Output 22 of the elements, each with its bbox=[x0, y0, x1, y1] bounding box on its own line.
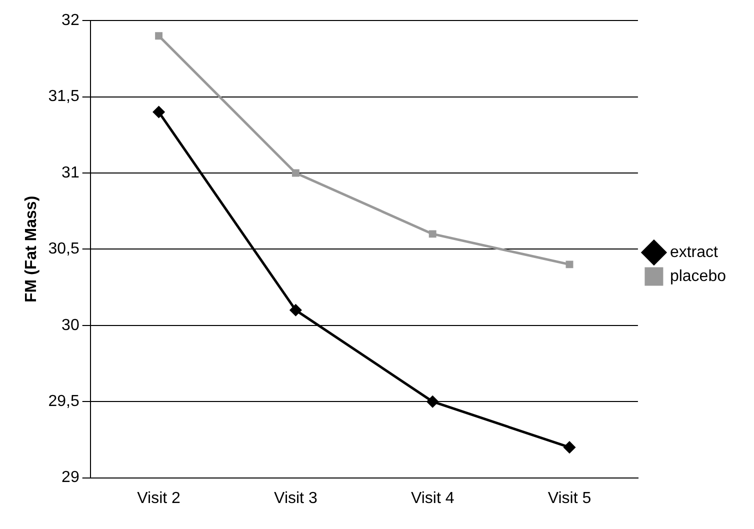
y-tick-label: 32 bbox=[62, 12, 80, 30]
y-tick-label: 30 bbox=[62, 316, 80, 334]
y-tick-label: 30,5 bbox=[48, 240, 80, 258]
point bbox=[426, 396, 438, 408]
x-tick-label: Visit 5 bbox=[548, 490, 592, 507]
point bbox=[153, 106, 165, 118]
point bbox=[564, 442, 576, 454]
y-tick-label: 29 bbox=[62, 469, 80, 486]
point bbox=[428, 230, 436, 238]
legend-label: extract bbox=[670, 244, 719, 261]
point bbox=[292, 169, 300, 177]
y-tick-label: 31 bbox=[62, 164, 80, 182]
x-tick-label: Visit 2 bbox=[137, 490, 181, 507]
x-tick-label: Visit 4 bbox=[410, 490, 454, 507]
y-tick-label: 29,5 bbox=[48, 393, 80, 410]
point bbox=[290, 304, 302, 316]
point bbox=[155, 32, 163, 40]
point bbox=[566, 260, 574, 268]
y-tick-label: 31,5 bbox=[48, 88, 80, 106]
x-tick-label: Visit 3 bbox=[274, 490, 318, 507]
legend-label: placebo bbox=[670, 268, 726, 285]
y-axis-title: FM (Fat Mass) bbox=[23, 196, 40, 303]
